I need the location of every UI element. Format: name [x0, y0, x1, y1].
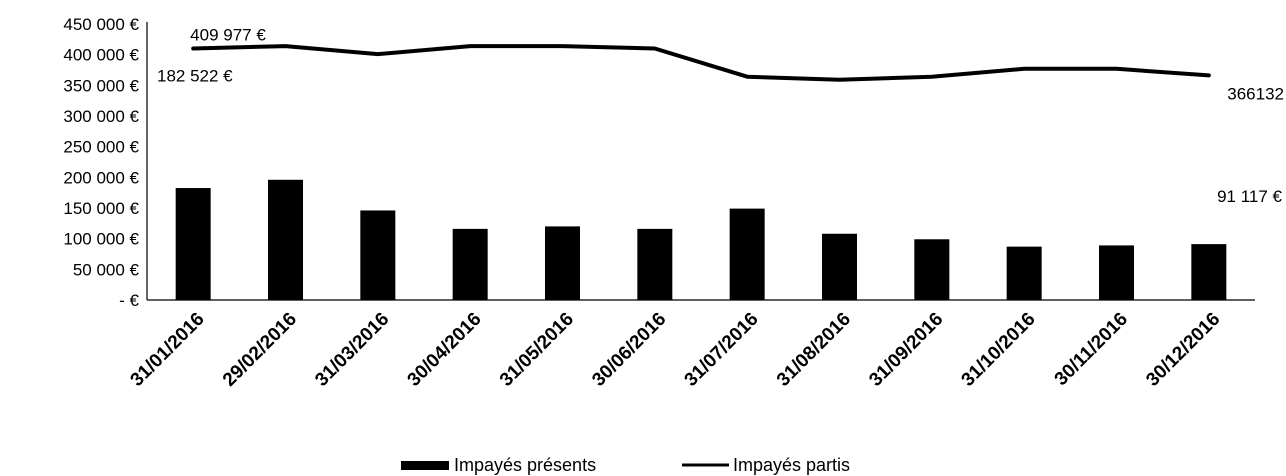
x-tick-label: 31/01/2016: [127, 309, 209, 391]
y-tick-label: 50 000 €: [73, 260, 140, 279]
y-tick-label: 150 000 €: [63, 199, 139, 218]
x-tick-label: 31/05/2016: [496, 309, 578, 391]
x-axis-ticks: 31/01/2016 29/02/2016 31/03/2016 30/04/2016…: [127, 309, 1225, 391]
line-series: [191, 44, 1211, 82]
y-tick-label: 450 000 €: [63, 15, 139, 34]
bar-31-07-2016: [729, 208, 765, 300]
x-tick-label: 30/11/2016: [1051, 309, 1132, 390]
y-tick-label: 200 000 €: [63, 168, 139, 187]
data-label: 409 977 €: [190, 26, 266, 45]
bar-31-09-2016: [914, 239, 950, 300]
axes: [146, 22, 1255, 301]
bar-31-08-2016: [822, 233, 857, 300]
bar-series: [175, 179, 1227, 300]
y-tick-label: 300 000 €: [63, 107, 139, 126]
x-tick-label: 31/10/2016: [958, 309, 1040, 391]
bar-30-12-2016: [1191, 244, 1227, 300]
x-tick-label: 31/09/2016: [865, 309, 947, 391]
x-tick-label: 31/03/2016: [311, 309, 393, 391]
bar-31-01-2016: [175, 188, 211, 300]
legend-label: Impayés présents: [454, 455, 596, 475]
data-label: 366132: [1227, 84, 1284, 103]
data-labels: 409 977 € 182 522 € 366132 91 117 €: [157, 26, 1284, 206]
x-tick-label: 30/04/2016: [404, 309, 486, 391]
data-label: 91 117 €: [1217, 187, 1282, 206]
legend-label: Impayés partis: [733, 455, 850, 475]
y-tick-label: 400 000 €: [63, 46, 139, 65]
bar-31-05-2016: [545, 226, 580, 300]
y-tick-label: 350 000 €: [63, 76, 139, 95]
y-tick-label: - €: [119, 291, 139, 310]
bar-30-04-2016: [452, 228, 488, 300]
x-tick-label: 30/12/2016: [1142, 309, 1224, 391]
bar-31-10-2016: [1006, 246, 1042, 300]
y-axis-ticks: - € 50 000 € 100 000 € 150 000 € 200 000 € 25…: [63, 15, 139, 310]
data-label: 182 522 €: [157, 67, 233, 86]
bar-30-11-2016: [1099, 245, 1134, 300]
x-tick-label: 29/02/2016: [219, 309, 301, 391]
line-impayes-partis: [191, 44, 1211, 82]
x-tick-label: 30/06/2016: [588, 309, 670, 391]
legend-swatch-bar: [401, 461, 449, 470]
x-tick-label: 31/08/2016: [773, 309, 855, 391]
legend: Impayés présents Impayés partis: [401, 455, 850, 475]
y-tick-label: 250 000 €: [63, 138, 139, 157]
bar-31-03-2016: [360, 210, 396, 300]
bar-30-06-2016: [637, 228, 673, 300]
bar-29-02-2016: [268, 179, 303, 300]
y-tick-label: 100 000 €: [63, 230, 139, 249]
x-tick-label: 31/07/2016: [681, 309, 763, 391]
